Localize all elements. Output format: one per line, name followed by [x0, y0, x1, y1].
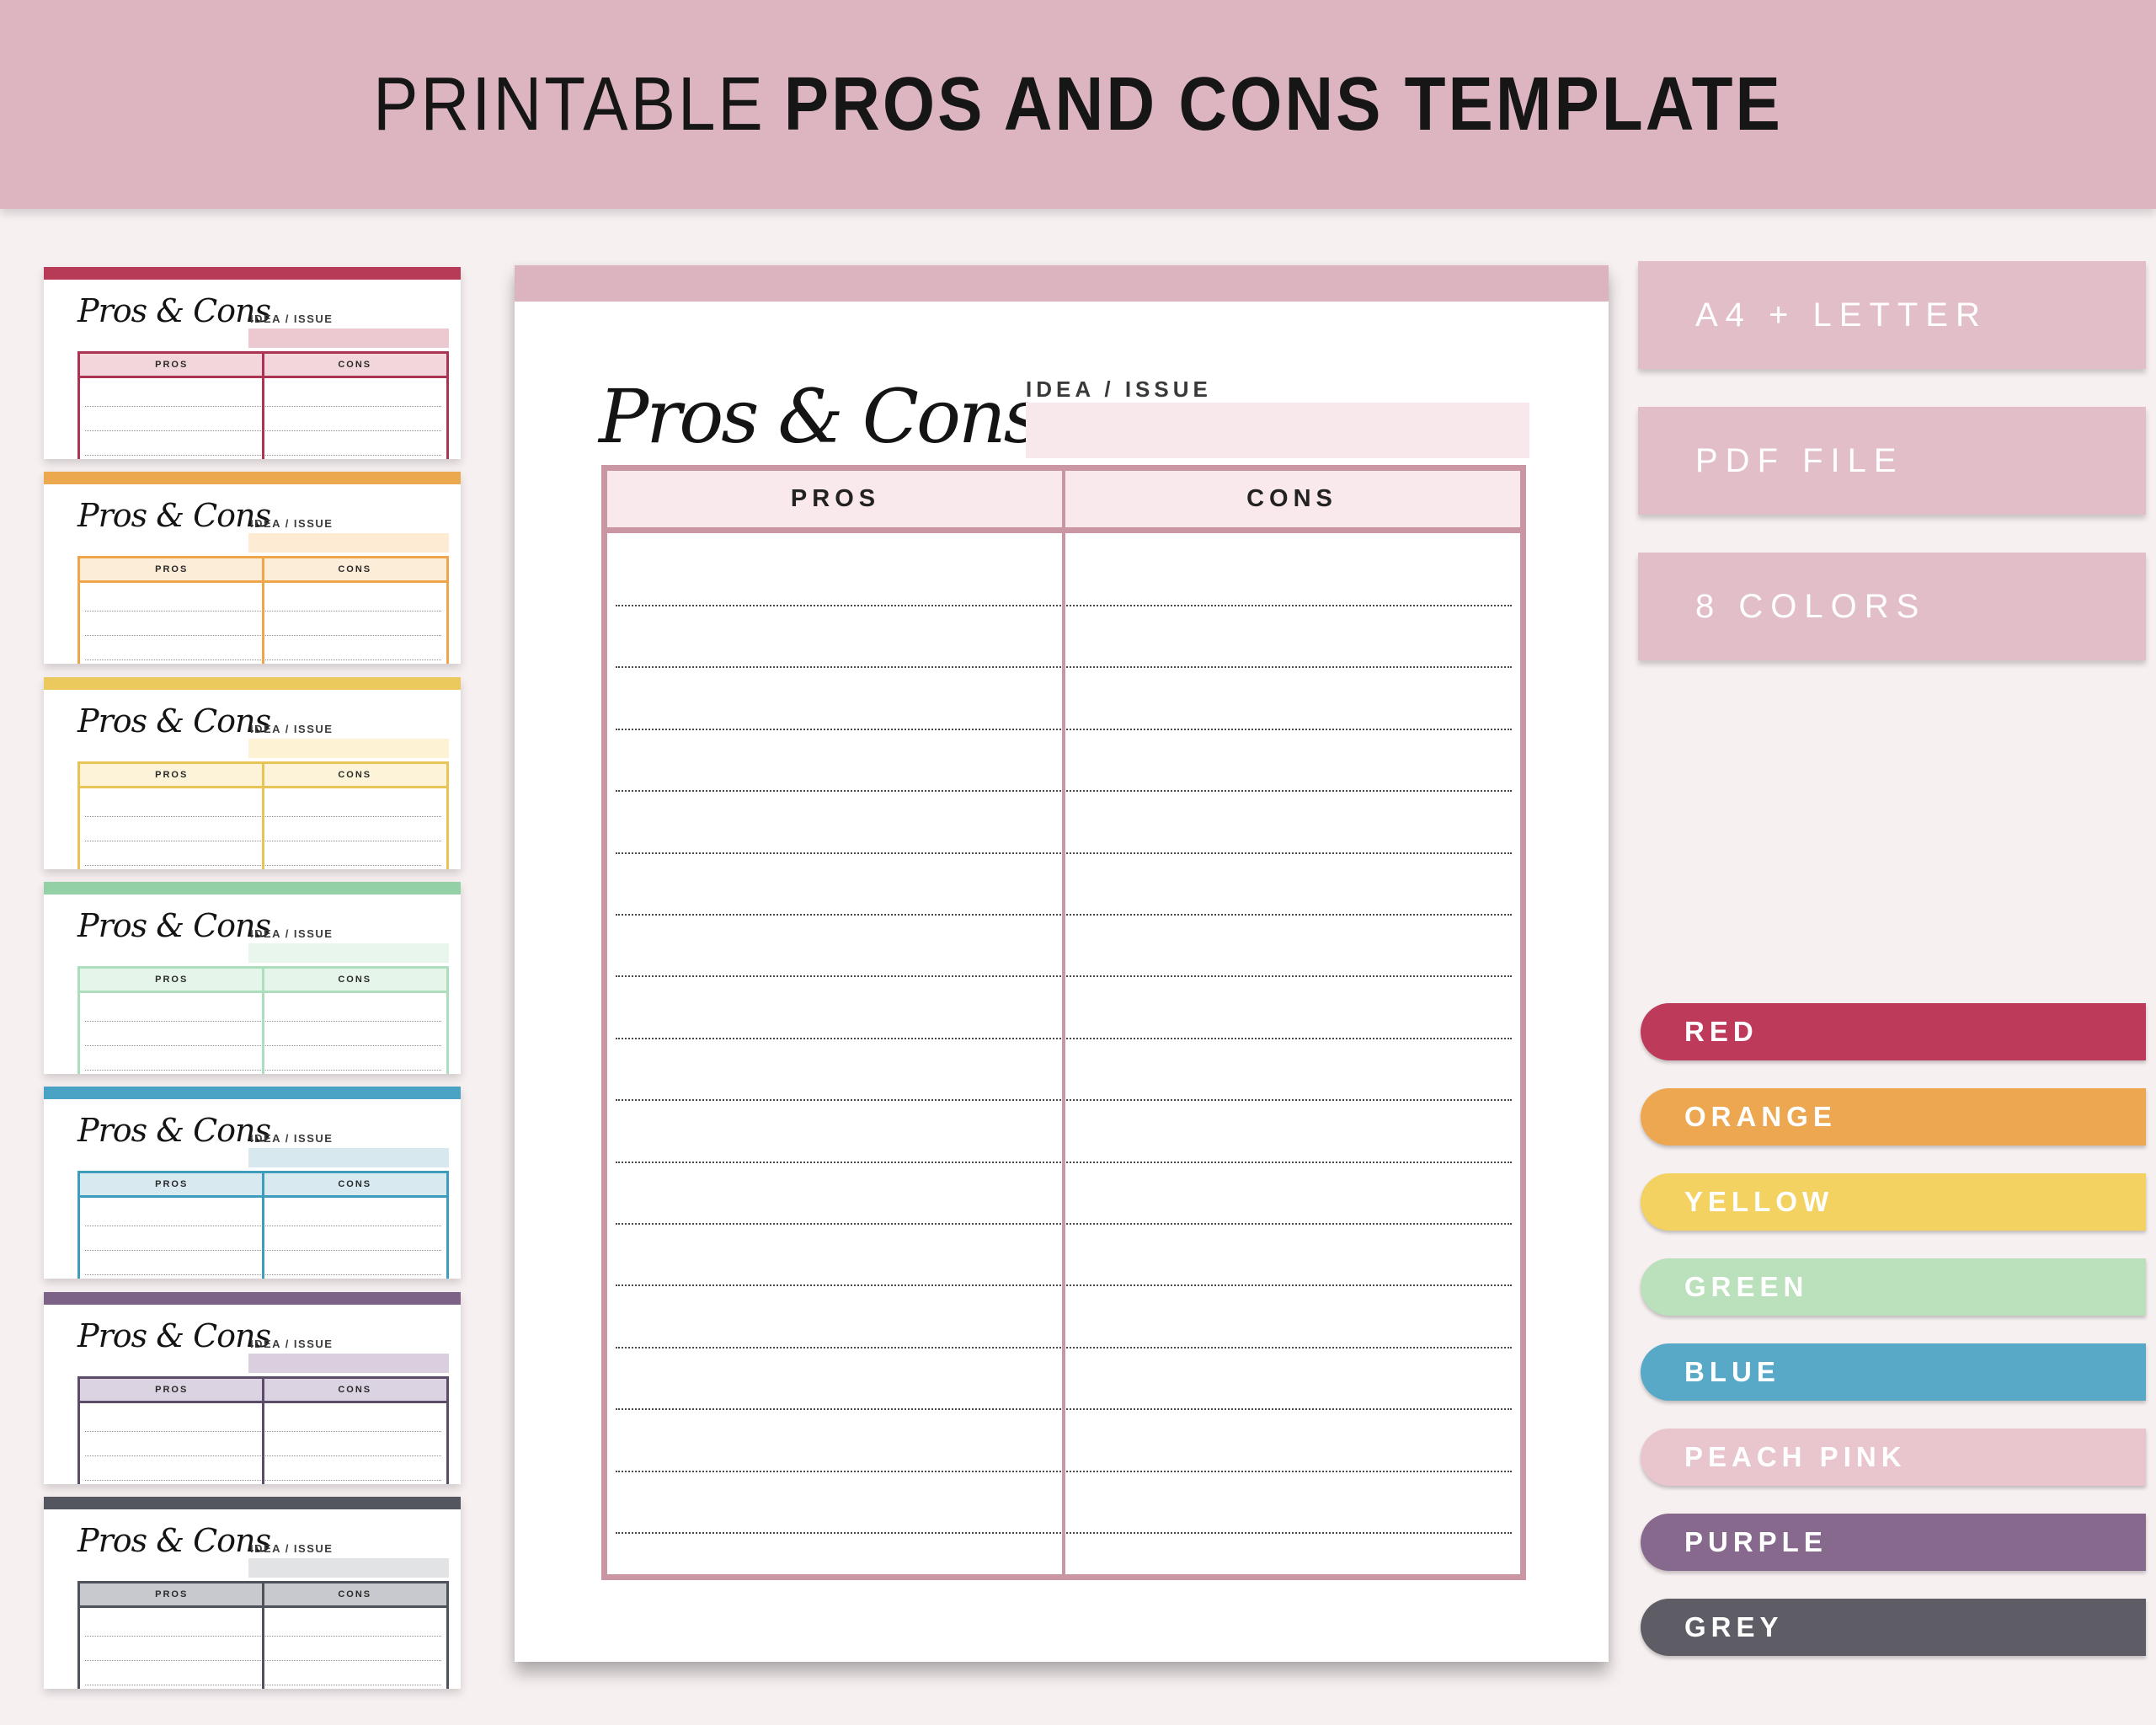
- color-swatch-green: GREEN: [1641, 1258, 2146, 1316]
- color-swatch-label: PEACH PINK: [1684, 1441, 1907, 1472]
- preview-top-bar: [515, 265, 1609, 302]
- thumb-idea-field: [248, 533, 449, 553]
- thumb-idea-label: IDEA / ISSUE: [250, 723, 334, 735]
- thumb-script-title: Pros & Cons: [77, 1522, 271, 1559]
- preview-pros-cons-table: PROS CONS: [601, 465, 1526, 1580]
- thumb-column-divider: [262, 969, 264, 1074]
- thumbnail-red: Pros & Cons IDEA / ISSUE PROS CONS: [44, 267, 461, 459]
- thumb-pros-cons-table: PROS CONS: [77, 351, 449, 459]
- thumb-script-title: Pros & Cons: [77, 1112, 271, 1149]
- thumb-pros-cons-table: PROS CONS: [77, 1171, 449, 1279]
- thumb-idea-label: IDEA / ISSUE: [250, 1132, 334, 1145]
- format-badge-a4-letter: A4 + LETTER: [1638, 261, 2146, 369]
- thumb-cons-label: CONS: [338, 975, 372, 985]
- thumb-cons-label: CONS: [338, 1589, 372, 1599]
- thumb-top-bar: [44, 267, 461, 280]
- thumb-top-bar: [44, 677, 461, 690]
- color-swatch-purple: PURPLE: [1641, 1514, 2146, 1571]
- thumb-idea-label: IDEA / ISSUE: [250, 312, 334, 325]
- thumb-pros-label: PROS: [155, 360, 189, 370]
- thumb-pros-label: PROS: [155, 1385, 189, 1395]
- thumb-top-bar: [44, 1497, 461, 1509]
- thumbnail-purple: Pros & Cons IDEA / ISSUE PROS CONS: [44, 1292, 461, 1484]
- thumb-pros-label: PROS: [155, 564, 189, 574]
- preview-script-title: Pros & Cons: [599, 373, 1042, 460]
- color-swatch-blue: BLUE: [1641, 1343, 2146, 1401]
- format-badge-8-colors: 8 COLORS: [1638, 553, 2146, 660]
- preview-idea-issue-field: [1026, 403, 1529, 458]
- thumb-column-divider: [262, 764, 264, 869]
- thumb-idea-field: [248, 1558, 449, 1578]
- thumb-pros-cons-table: PROS CONS: [77, 966, 449, 1074]
- thumb-idea-field: [248, 1148, 449, 1167]
- thumb-pros-label: PROS: [155, 975, 189, 985]
- color-swatch-label: GREEN: [1684, 1271, 1809, 1302]
- thumb-script-title: Pros & Cons: [77, 292, 271, 329]
- page-title: PRINTABLE PROS AND CONS TEMPLATE: [373, 61, 1783, 147]
- format-badge-pdf-file: PDF FILE: [1638, 407, 2146, 515]
- thumb-pros-cons-table: PROS CONS: [77, 1376, 449, 1484]
- thumb-cons-label: CONS: [338, 1179, 372, 1189]
- color-swatch-orange: ORANGE: [1641, 1088, 2146, 1146]
- thumb-idea-field: [248, 328, 449, 348]
- title-banner: PRINTABLE PROS AND CONS TEMPLATE: [0, 0, 2156, 209]
- thumb-idea-label: IDEA / ISSUE: [250, 927, 334, 940]
- page-title-bold: PROS AND CONS TEMPLATE: [783, 61, 1783, 147]
- thumb-script-title: Pros & Cons: [77, 702, 271, 740]
- format-badge-label: PDF FILE: [1695, 441, 1904, 479]
- thumb-top-bar: [44, 1292, 461, 1305]
- thumb-column-divider: [262, 1379, 264, 1484]
- page-title-light: PRINTABLE: [373, 61, 766, 147]
- preview-idea-issue-label: IDEA / ISSUE: [1026, 377, 1212, 402]
- thumb-cons-label: CONS: [338, 1385, 372, 1395]
- color-swatch-grey: GREY: [1641, 1599, 2146, 1656]
- thumb-top-bar: [44, 882, 461, 895]
- thumbnail-green: Pros & Cons IDEA / ISSUE PROS CONS: [44, 882, 461, 1074]
- thumb-script-title: Pros & Cons: [77, 497, 271, 534]
- preview-column-divider: [1062, 471, 1065, 1574]
- thumb-pros-label: PROS: [155, 1589, 189, 1599]
- main-template-preview: Pros & Cons IDEA / ISSUE PROS CONS: [515, 265, 1609, 1662]
- thumb-cons-label: CONS: [338, 770, 372, 780]
- thumb-pros-cons-table: PROS CONS: [77, 761, 449, 869]
- thumb-idea-field: [248, 943, 449, 963]
- thumb-idea-label: IDEA / ISSUE: [250, 1542, 334, 1555]
- color-swatch-red: RED: [1641, 1003, 2146, 1060]
- thumb-pros-label: PROS: [155, 770, 189, 780]
- color-swatch-label: ORANGE: [1684, 1101, 1837, 1132]
- thumbnail-grey: Pros & Cons IDEA / ISSUE PROS CONS: [44, 1497, 461, 1689]
- thumb-top-bar: [44, 1087, 461, 1099]
- thumb-idea-label: IDEA / ISSUE: [250, 1338, 334, 1350]
- color-swatch-yellow: YELLOW: [1641, 1173, 2146, 1231]
- thumb-script-title: Pros & Cons: [77, 1317, 271, 1354]
- preview-cons-header: CONS: [1246, 485, 1337, 512]
- format-badge-label: A4 + LETTER: [1695, 296, 1988, 334]
- color-swatch-label: RED: [1684, 1016, 1758, 1047]
- thumb-idea-label: IDEA / ISSUE: [250, 517, 334, 530]
- thumb-column-divider: [262, 1173, 264, 1279]
- color-swatch-label: BLUE: [1684, 1356, 1780, 1387]
- format-badge-label: 8 COLORS: [1695, 587, 1927, 625]
- thumbnail-orange: Pros & Cons IDEA / ISSUE PROS CONS: [44, 472, 461, 664]
- thumb-pros-cons-table: PROS CONS: [77, 556, 449, 664]
- thumb-idea-field: [248, 739, 449, 758]
- thumb-column-divider: [262, 1583, 264, 1689]
- color-swatch-label: PURPLE: [1684, 1526, 1828, 1557]
- thumb-cons-label: CONS: [338, 564, 372, 574]
- color-swatch-peach-pink: PEACH PINK: [1641, 1429, 2146, 1486]
- thumbnail-blue: Pros & Cons IDEA / ISSUE PROS CONS: [44, 1087, 461, 1279]
- color-swatch-label: YELLOW: [1684, 1186, 1834, 1217]
- preview-pros-header: PROS: [790, 485, 881, 512]
- thumb-column-divider: [262, 354, 264, 459]
- thumb-script-title: Pros & Cons: [77, 907, 271, 944]
- thumb-pros-label: PROS: [155, 1179, 189, 1189]
- thumb-cons-label: CONS: [338, 360, 372, 370]
- color-swatch-label: GREY: [1684, 1611, 1784, 1642]
- thumb-top-bar: [44, 472, 461, 484]
- thumb-column-divider: [262, 558, 264, 664]
- thumb-idea-field: [248, 1354, 449, 1373]
- thumbnail-yellow: Pros & Cons IDEA / ISSUE PROS CONS: [44, 677, 461, 869]
- thumb-pros-cons-table: PROS CONS: [77, 1581, 449, 1689]
